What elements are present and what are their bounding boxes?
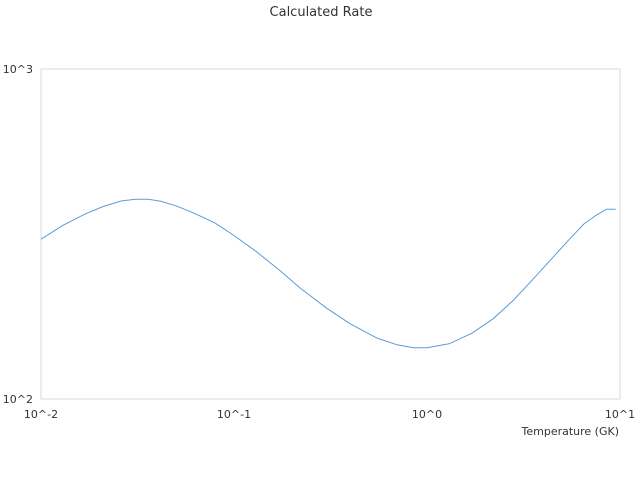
series-lines <box>40 198 616 349</box>
x-tick-label: 10^-2 <box>24 408 58 421</box>
y-tick-label: 10^2 <box>3 393 33 406</box>
x-axis-label: Temperature (GK) <box>521 425 620 438</box>
x-tick-label: 10^-1 <box>217 408 251 421</box>
chart-title: Calculated Rate <box>270 5 373 20</box>
plot-area <box>40 68 621 400</box>
x-tick-label: 10^1 <box>605 408 635 421</box>
series-line <box>40 198 616 349</box>
y-tick-label: 10^3 <box>3 63 33 76</box>
tick-labels: 10^-2 10^-1 10^0 10^1 10^2 10^3 <box>3 63 635 421</box>
x-tick-label: 10^0 <box>412 408 442 421</box>
